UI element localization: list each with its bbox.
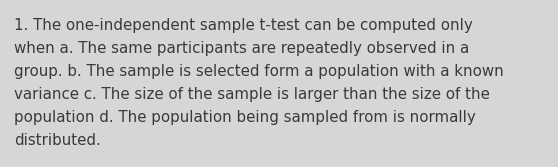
- Text: variance c. The size of the sample is larger than the size of the: variance c. The size of the sample is la…: [14, 87, 490, 102]
- Text: when a. The same participants are repeatedly observed in a: when a. The same participants are repeat…: [14, 41, 469, 56]
- Text: group. b. The sample is selected form a population with a known: group. b. The sample is selected form a …: [14, 64, 504, 79]
- Text: 1. The one-independent sample t-test can be computed only: 1. The one-independent sample t-test can…: [14, 18, 473, 33]
- Text: distributed.: distributed.: [14, 133, 101, 148]
- Text: population d. The population being sampled from is normally: population d. The population being sampl…: [14, 110, 476, 125]
